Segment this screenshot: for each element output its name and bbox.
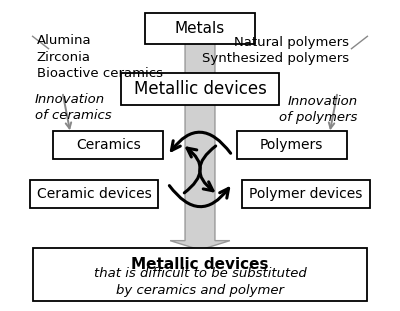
Text: Synthesized polymers: Synthesized polymers — [202, 52, 350, 65]
Text: Polymers: Polymers — [260, 138, 323, 152]
FancyBboxPatch shape — [121, 72, 279, 105]
Polygon shape — [170, 42, 230, 250]
Text: Bioactive ceramics: Bioactive ceramics — [36, 67, 162, 80]
Text: Innovation
of polymers: Innovation of polymers — [279, 95, 358, 123]
Text: Polymer devices: Polymer devices — [249, 187, 362, 201]
FancyBboxPatch shape — [53, 131, 163, 159]
Text: Innovation
of ceramics: Innovation of ceramics — [34, 93, 111, 122]
FancyBboxPatch shape — [242, 180, 370, 208]
Text: Natural polymers: Natural polymers — [234, 36, 350, 49]
Text: Ceramics: Ceramics — [76, 138, 141, 152]
Text: Zirconia: Zirconia — [36, 51, 90, 63]
FancyBboxPatch shape — [33, 248, 367, 301]
Text: that is difficult to be substituted
by ceramics and polymer: that is difficult to be substituted by c… — [94, 267, 306, 297]
Text: Ceramic devices: Ceramic devices — [37, 187, 152, 201]
Text: Alumina: Alumina — [36, 35, 91, 48]
FancyBboxPatch shape — [145, 13, 255, 44]
Text: Metals: Metals — [175, 21, 225, 36]
Text: Metallic devices: Metallic devices — [131, 257, 269, 272]
FancyBboxPatch shape — [30, 180, 158, 208]
FancyBboxPatch shape — [237, 131, 347, 159]
Text: Metallic devices: Metallic devices — [134, 80, 266, 98]
